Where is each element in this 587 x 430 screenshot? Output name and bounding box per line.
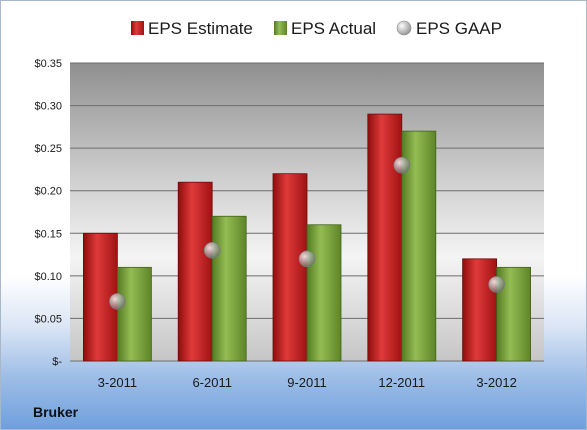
y-tick-label: $- (52, 356, 62, 368)
point-eps-gaap (109, 293, 126, 310)
legend: EPS Estimate EPS Actual EPS GAAP (131, 19, 502, 38)
company-name: Bruker (33, 404, 79, 420)
y-tick-label: $0.05 (34, 313, 62, 325)
legend-item-eps-gaap: EPS GAAP (396, 19, 502, 38)
y-axis-ticks: $- $0.05 $0.10 $0.15 $0.20 $0.25 $0.30 $0.35 (34, 58, 62, 368)
bar-eps-actual (117, 266, 152, 362)
legend-label-eps-estimate: EPS Estimate (148, 19, 253, 38)
y-tick-label: $0.30 (34, 101, 62, 113)
bar-eps-estimate (462, 258, 498, 362)
x-tick-label: 3-2012 (476, 375, 516, 390)
y-tick-label: $0.15 (34, 228, 62, 240)
legend-label-eps-gaap: EPS GAAP (416, 19, 502, 38)
point-eps-gaap (488, 276, 505, 293)
legend-swatch-eps-gaap (396, 20, 412, 36)
legend-item-eps-estimate: EPS Estimate (131, 19, 253, 38)
point-eps-gaap (298, 250, 316, 268)
y-tick-label: $0.25 (34, 143, 62, 155)
bar-eps-estimate (177, 181, 213, 362)
bar-eps-actual (306, 224, 342, 362)
point-eps-gaap (393, 156, 411, 174)
x-tick-label: 3-2011 (98, 375, 138, 390)
bar-eps-actual (401, 130, 437, 362)
x-tick-label: 6-2011 (192, 375, 232, 390)
legend-item-eps-actual: EPS Actual (274, 19, 376, 38)
bar-eps-estimate (367, 113, 403, 362)
bar-eps-actual (211, 215, 247, 362)
y-tick-label: $0.10 (34, 271, 62, 283)
y-tick-label: $0.20 (34, 186, 62, 198)
y-tick-label: $0.35 (34, 58, 62, 70)
legend-swatch-eps-actual (274, 21, 287, 35)
bar-eps-estimate (272, 173, 308, 362)
bars (83, 113, 532, 362)
legend-label-eps-actual: EPS Actual (291, 19, 376, 38)
x-axis-labels: 3-2011 6-2011 9-2011 12-2011 3-2012 (98, 375, 517, 390)
x-tick-label: 9-2011 (287, 375, 327, 390)
point-eps-gaap (203, 242, 221, 259)
legend-swatch-eps-estimate (131, 21, 144, 35)
gaap-points (109, 156, 505, 310)
x-tick-label: 12-2011 (378, 375, 425, 390)
